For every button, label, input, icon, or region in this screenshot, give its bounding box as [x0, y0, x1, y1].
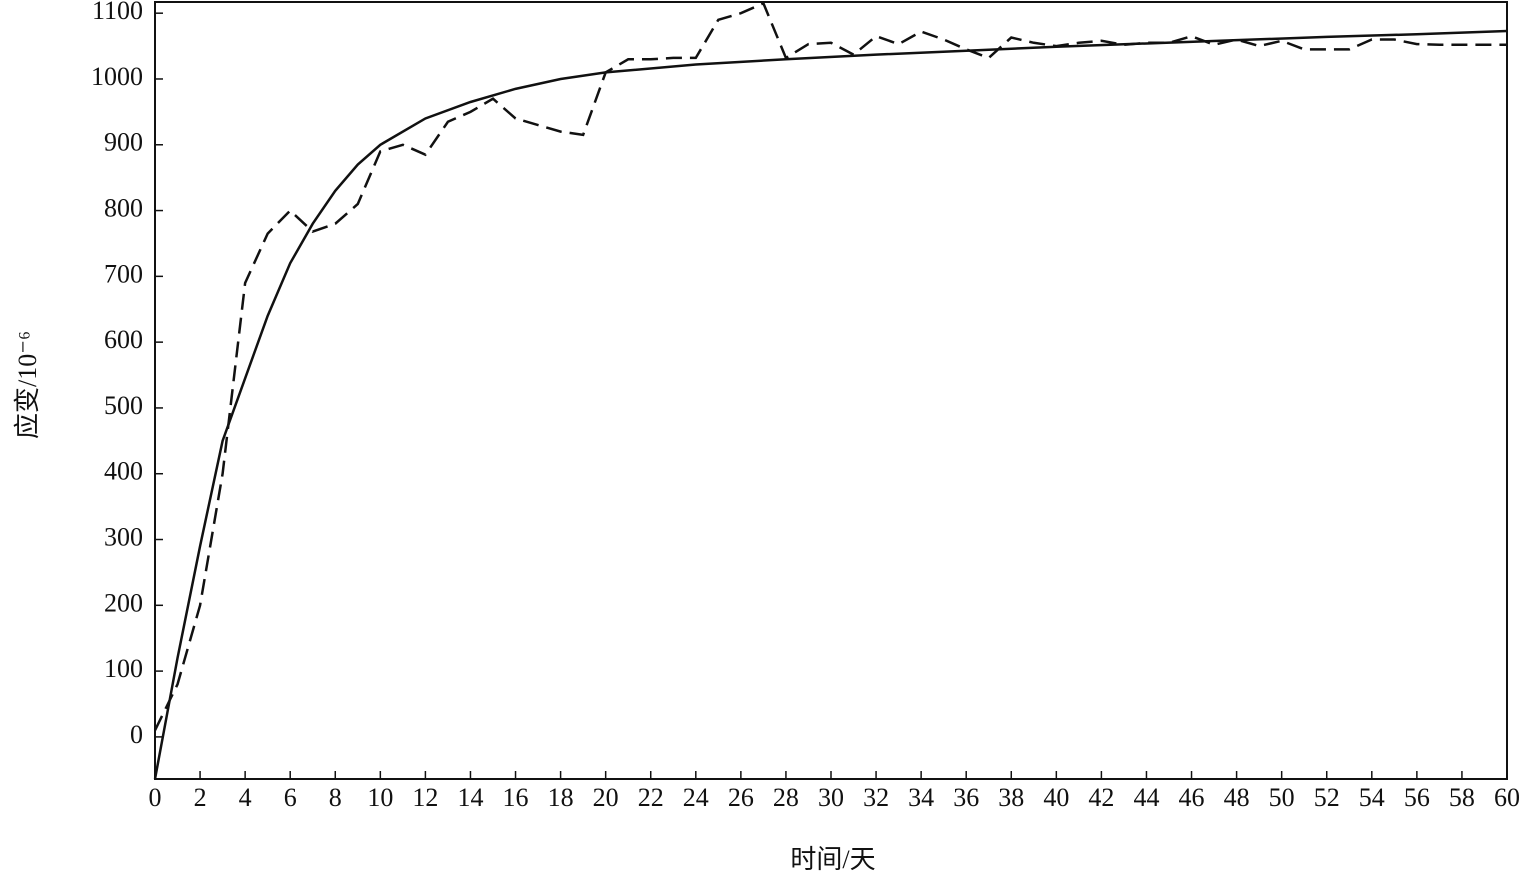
- x-tick-label: 28: [773, 783, 799, 812]
- y-tick-label: 900: [104, 128, 143, 157]
- x-tick-label: 30: [818, 783, 844, 812]
- x-tick-label: 6: [284, 783, 297, 812]
- x-tick-label: 34: [908, 783, 934, 812]
- y-tick-label: 500: [104, 391, 143, 420]
- x-tick-label: 20: [593, 783, 619, 812]
- y-axis-label: 应变/10⁻⁶: [13, 331, 42, 439]
- x-tick-label: 16: [503, 783, 529, 812]
- x-tick-label: 40: [1043, 783, 1069, 812]
- x-tick-label: 4: [239, 783, 252, 812]
- x-tick-label: 44: [1133, 783, 1159, 812]
- x-tick-label: 46: [1179, 783, 1205, 812]
- data-line: [153, 29, 1508, 780]
- y-tick-label: 700: [104, 259, 143, 288]
- x-tick-label: 48: [1224, 783, 1250, 812]
- x-tick-label: 14: [457, 783, 483, 812]
- y-tick-label: 0: [130, 720, 143, 749]
- x-tick-label: 38: [998, 783, 1024, 812]
- x-tick-label: 12: [412, 783, 438, 812]
- x-tick-label: 22: [638, 783, 664, 812]
- y-tick-label: 300: [104, 522, 143, 551]
- x-tick-label: 52: [1314, 783, 1340, 812]
- y-tick-label: 200: [104, 588, 143, 617]
- x-tick-label: 18: [548, 783, 574, 812]
- x-tick-label: 50: [1269, 783, 1295, 812]
- x-tick-label: 10: [367, 783, 393, 812]
- plot-frame: [154, 1, 1508, 780]
- x-tick-label: 36: [953, 783, 979, 812]
- x-tick-label: 60: [1494, 783, 1520, 812]
- y-tick-label: 100: [104, 654, 143, 683]
- x-tick-label: 26: [728, 783, 754, 812]
- y-tick-label: 600: [104, 325, 143, 354]
- x-tick-label: 32: [863, 783, 889, 812]
- y-tick-label: 400: [104, 457, 143, 486]
- x-tick-label: 58: [1449, 783, 1475, 812]
- x-tick-label: 42: [1088, 783, 1114, 812]
- data-line: [153, 1, 1507, 731]
- x-tick-label: 0: [149, 783, 162, 812]
- y-tick-label: 1000: [91, 62, 143, 91]
- x-tick-label: 24: [683, 783, 709, 812]
- y-tick-label: 800: [104, 194, 143, 223]
- x-tick-label: 2: [194, 783, 207, 812]
- x-tick-label: 56: [1404, 783, 1430, 812]
- x-axis-label: 时间/天: [790, 845, 875, 874]
- x-tick-label: 8: [329, 783, 342, 812]
- x-tick-label: 54: [1359, 783, 1385, 812]
- y-tick-label: 1100: [92, 0, 143, 25]
